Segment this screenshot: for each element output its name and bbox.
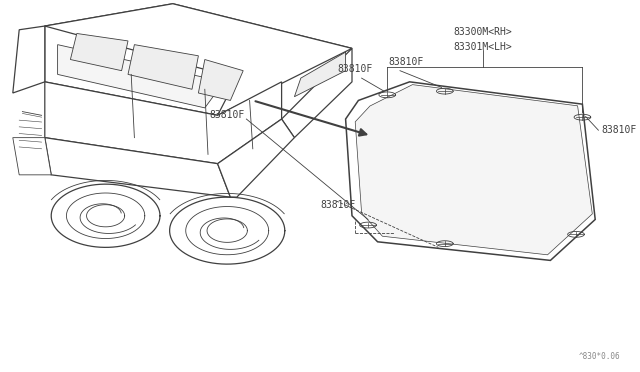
Text: 83810F: 83810F bbox=[320, 200, 355, 209]
Polygon shape bbox=[13, 138, 51, 175]
Text: 83810F: 83810F bbox=[388, 57, 424, 67]
Text: 83810F: 83810F bbox=[209, 110, 245, 120]
Polygon shape bbox=[218, 119, 294, 197]
Text: 83301M<LH>: 83301M<LH> bbox=[454, 42, 513, 52]
Polygon shape bbox=[13, 26, 45, 93]
Polygon shape bbox=[355, 84, 593, 255]
Text: 83300M<RH>: 83300M<RH> bbox=[454, 27, 513, 37]
Polygon shape bbox=[128, 45, 198, 89]
Polygon shape bbox=[70, 33, 128, 71]
Polygon shape bbox=[58, 45, 224, 108]
Polygon shape bbox=[45, 4, 352, 78]
Polygon shape bbox=[45, 138, 230, 197]
Text: 83810F: 83810F bbox=[337, 64, 373, 74]
Polygon shape bbox=[45, 82, 282, 164]
Polygon shape bbox=[198, 60, 243, 100]
Polygon shape bbox=[45, 4, 352, 115]
Polygon shape bbox=[294, 52, 346, 97]
Polygon shape bbox=[282, 48, 352, 138]
Text: ^830*0.06: ^830*0.06 bbox=[579, 352, 621, 361]
Polygon shape bbox=[45, 26, 237, 115]
Text: 83810F: 83810F bbox=[602, 125, 637, 135]
Polygon shape bbox=[346, 82, 595, 260]
